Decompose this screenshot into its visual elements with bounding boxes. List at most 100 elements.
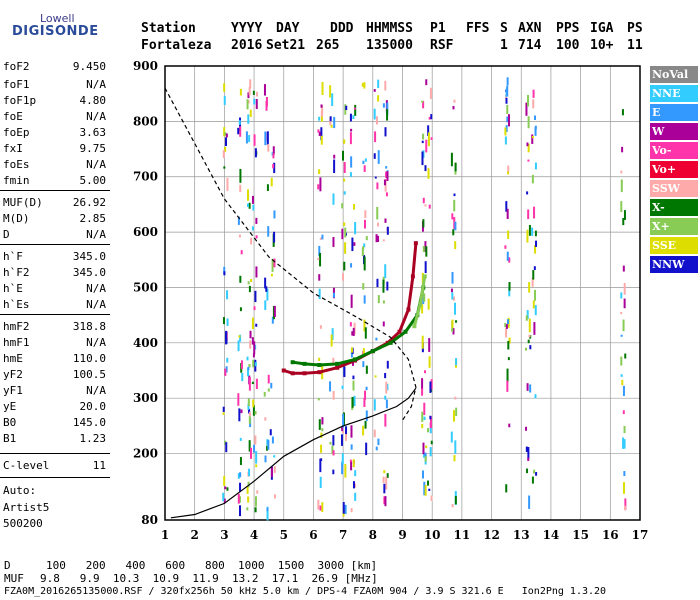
- echo-mark: [424, 204, 427, 207]
- param-row: B1 1.23: [3, 432, 106, 448]
- echo-mark: [385, 166, 388, 169]
- echo-mark: [362, 361, 365, 368]
- echo-mark: [454, 362, 457, 368]
- trace-point: [412, 324, 417, 329]
- y-tick-label: 600: [133, 225, 158, 239]
- echo-mark: [363, 243, 366, 248]
- echo-mark: [429, 381, 432, 393]
- echo-mark: [354, 222, 357, 235]
- echo-mark: [318, 245, 321, 257]
- legend-entry: X-: [650, 199, 698, 216]
- echo-mark: [422, 442, 425, 455]
- echo-mark: [247, 398, 250, 407]
- echo-mark: [375, 234, 378, 243]
- param-row: h`E N/A: [3, 282, 106, 298]
- echo-mark: [247, 189, 250, 201]
- param-name: yE: [3, 400, 17, 413]
- echo-mark: [247, 496, 250, 503]
- footer-muf-label: MUF: [4, 572, 24, 585]
- echo-mark: [254, 148, 257, 158]
- param-name: fxI: [3, 142, 23, 155]
- echo-mark: [506, 104, 509, 114]
- param-row: hmF2 318.8: [3, 320, 106, 336]
- echo-mark: [320, 444, 323, 453]
- echo-mark: [377, 150, 380, 164]
- echo-mark: [248, 135, 251, 143]
- echo-mark: [248, 411, 251, 417]
- echo-mark: [350, 156, 353, 168]
- echo-mark: [350, 347, 353, 353]
- echo-mark: [455, 407, 458, 416]
- echo-mark: [237, 340, 240, 352]
- echo-mark: [331, 445, 334, 455]
- echo-mark: [238, 120, 241, 125]
- echo-mark: [226, 357, 229, 363]
- echo-mark: [423, 402, 426, 416]
- echo-mark: [264, 277, 267, 289]
- header-value: 1: [500, 38, 508, 53]
- echo-mark: [255, 464, 258, 468]
- param-value: N/A: [86, 298, 106, 311]
- echo-mark: [620, 179, 623, 193]
- echo-mark: [329, 116, 332, 122]
- echo-mark: [430, 114, 433, 120]
- echo-mark: [621, 379, 624, 386]
- x-tick-label: 13: [513, 528, 530, 542]
- echo-mark: [623, 282, 626, 295]
- echo-mark: [248, 377, 251, 391]
- trace-point: [413, 241, 418, 246]
- echo-mark: [350, 350, 353, 358]
- echo-mark: [222, 492, 225, 502]
- echo-mark: [223, 127, 226, 137]
- x-tick-label: 9: [398, 528, 406, 542]
- echo-mark: [333, 292, 336, 298]
- echo-mark: [422, 150, 425, 158]
- echo-mark: [527, 209, 530, 220]
- echo-mark: [421, 335, 424, 349]
- param-name: hmF2: [3, 320, 30, 333]
- legend-entry: NNW: [650, 256, 698, 273]
- echo-mark: [273, 210, 276, 219]
- trace-line: [292, 287, 425, 367]
- echo-mark: [361, 247, 364, 257]
- echo-mark: [451, 504, 454, 508]
- echo-mark: [426, 428, 429, 433]
- echo-mark: [255, 266, 258, 278]
- footer-muf-values: 9.8 9.9 10.3 10.9 11.9 13.2 17.1 26.9 [M…: [40, 572, 378, 585]
- echo-mark: [453, 455, 456, 462]
- echo-mark: [424, 165, 427, 172]
- header-label: YYYY: [231, 21, 263, 36]
- echo-mark: [266, 131, 269, 146]
- echo-mark: [453, 296, 456, 301]
- echo-mark: [527, 159, 530, 162]
- echo-mark: [455, 320, 458, 323]
- param-value: 9.75: [79, 142, 107, 155]
- echo-mark: [223, 83, 226, 92]
- echo-mark: [255, 91, 258, 97]
- echo-mark: [506, 77, 509, 86]
- footer-d-values: 100 200 400 600 800 1000 1500 3000 [km]: [46, 559, 378, 572]
- echo-mark: [430, 440, 433, 445]
- echo-mark: [384, 179, 387, 192]
- echo-mark: [353, 395, 356, 407]
- echo-mark: [528, 495, 531, 509]
- auto-label: Auto:: [3, 484, 37, 497]
- x-tick-label: 7: [339, 528, 347, 542]
- echo-mark: [251, 381, 254, 385]
- param-row: D N/A: [3, 228, 106, 244]
- echo-mark: [534, 125, 537, 130]
- echo-mark: [526, 468, 529, 474]
- echo-mark: [253, 444, 256, 453]
- echo-mark: [248, 468, 251, 477]
- y-tick-label: 400: [133, 336, 158, 350]
- echo-mark: [373, 89, 376, 92]
- echo-mark: [534, 305, 537, 316]
- echo-mark: [430, 379, 433, 390]
- echo-mark: [321, 417, 324, 425]
- echo-mark: [270, 177, 273, 187]
- echo-mark: [526, 229, 529, 243]
- echo-mark: [240, 409, 243, 414]
- echo-mark: [246, 486, 249, 495]
- echo-mark: [454, 396, 457, 400]
- echo-mark: [421, 151, 424, 166]
